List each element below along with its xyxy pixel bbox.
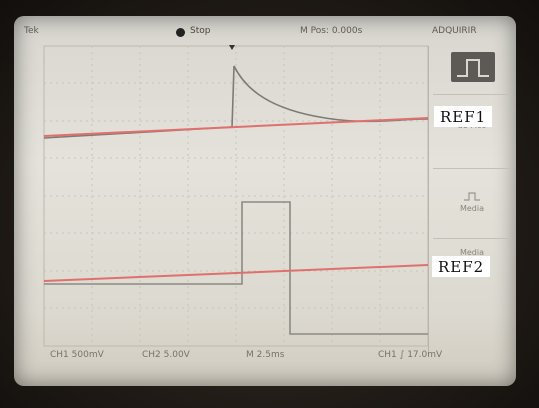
ref1-level-line <box>43 117 429 137</box>
menu-option-sample[interactable] <box>433 46 511 95</box>
menu-option-average-count[interactable]: Media <box>433 242 511 278</box>
trigger-position-marker <box>229 45 235 50</box>
average-count-label: Media <box>459 248 485 257</box>
horizontal-position-readout: M Pos: 0.000s <box>300 26 363 36</box>
channel-2-scale: CH2 5.00V <box>142 350 190 360</box>
channel-1-scale: CH1 500mV <box>50 350 104 360</box>
run-status-label: Stop <box>190 26 211 36</box>
ref1-label: REF1 <box>434 106 493 127</box>
graticule-grid <box>44 46 428 346</box>
average-mode-icon <box>464 192 480 201</box>
oscilloscope-screen: Tek Stop M Pos: 0.000s ADQUIRIR <box>14 16 516 386</box>
ref2-level-line <box>43 264 429 282</box>
timebase-readout: M 2.5ms <box>246 350 285 360</box>
ref2-waveform <box>44 201 428 335</box>
trigger-mode-label: Tek <box>24 26 39 36</box>
menu-option-average[interactable]: Media <box>433 176 511 239</box>
status-bar: Tek Stop M Pos: 0.000s ADQUIRIR <box>14 16 516 46</box>
acquire-side-menu: Deteccion de Pico Media Media <box>428 46 515 356</box>
acquire-menu-title: ADQUIRIR <box>432 26 477 36</box>
average-label: Media <box>459 204 485 213</box>
ref2-label: REF2 <box>432 256 491 277</box>
sample-mode-icon <box>451 52 495 82</box>
channel-readout-bar: CH1 500mV CH2 5.00V M 2.5ms CH1 ∫ 17.0mV <box>14 346 516 370</box>
run-indicator-icon <box>176 28 185 37</box>
trigger-readout: CH1 ∫ 17.0mV <box>378 350 443 360</box>
